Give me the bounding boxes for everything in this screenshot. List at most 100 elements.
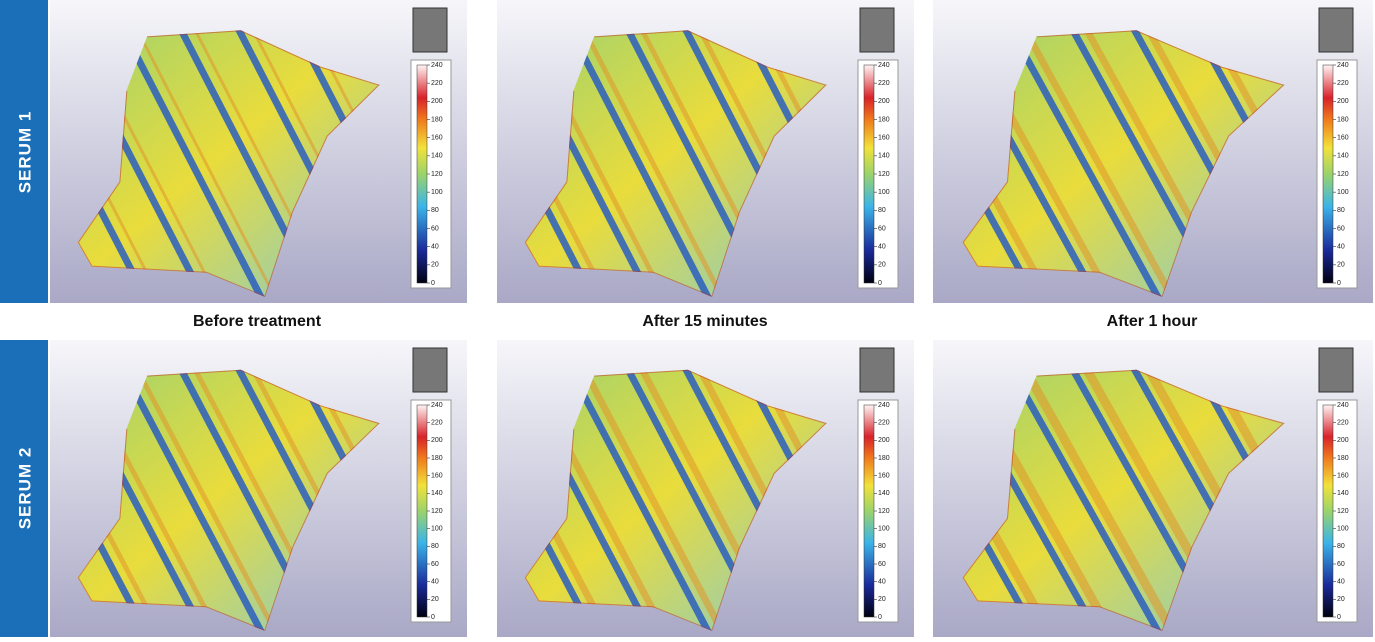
colorbar — [1322, 404, 1334, 618]
colorbar-label: 100 — [431, 189, 443, 196]
furrow — [524, 30, 599, 297]
ridge — [566, 30, 728, 297]
colorbar-label: 0 — [1337, 614, 1341, 621]
colorbar-label: 180 — [878, 455, 890, 462]
panel: 0 20 40 60 80 100 120 140 160 180 200 220 240 — [933, 0, 1373, 303]
colorbar-label: 160 — [431, 135, 443, 142]
colorbar-label: 180 — [431, 116, 443, 123]
colorbar — [863, 404, 875, 618]
colorbar-label: 60 — [878, 561, 886, 568]
furrow — [77, 30, 152, 297]
colorbar-label: 180 — [878, 116, 890, 123]
colorbar-label: 0 — [431, 614, 435, 621]
colorbar-label: 160 — [1337, 473, 1349, 480]
colorbar-label: 140 — [1337, 490, 1349, 497]
colorbar-label: 20 — [878, 262, 886, 269]
furrow — [962, 30, 1103, 297]
colorbar-label: 140 — [431, 490, 443, 497]
colorbar-label: 160 — [878, 473, 890, 480]
colorbar-label: 220 — [1337, 80, 1349, 87]
colorbar-label: 120 — [431, 508, 443, 515]
ridge — [1004, 369, 1180, 632]
row-label: SERUM 2 — [15, 447, 34, 530]
colorbar-label: 140 — [431, 153, 443, 160]
colorbar-label: 40 — [1337, 579, 1345, 586]
furrow — [962, 369, 1103, 632]
furrow — [77, 369, 152, 632]
colorbar-label: 220 — [431, 80, 443, 87]
colorbar-label: 40 — [878, 579, 886, 586]
colorbar-label: 20 — [431, 262, 439, 269]
panel: 0 20 40 60 80 100 120 140 160 180 200 220 240 — [50, 340, 467, 637]
colorbar-label: 200 — [878, 437, 890, 444]
colorbar-label: 80 — [1337, 543, 1345, 550]
colorbar — [416, 64, 428, 284]
caption: Before treatment — [193, 313, 322, 330]
caption: After 15 minutes — [642, 313, 767, 330]
colorbar-label: 20 — [878, 596, 886, 603]
colorbar-label: 160 — [431, 473, 443, 480]
panel: 0 20 40 60 80 100 120 140 160 180 200 220 240 — [497, 340, 914, 637]
furrow — [524, 369, 599, 632]
thumbnail — [1318, 347, 1354, 393]
colorbar-label: 40 — [878, 244, 886, 251]
colorbar-label: 100 — [1337, 526, 1349, 533]
colorbar-label: 120 — [878, 171, 890, 178]
colorbar-label: 220 — [878, 420, 890, 427]
colorbar-label: 20 — [431, 596, 439, 603]
colorbar-label: 80 — [1337, 207, 1345, 214]
side-bar — [0, 340, 48, 637]
colorbar-label: 20 — [1337, 262, 1345, 269]
colorbar-label: 160 — [1337, 135, 1349, 142]
colorbar-label: 120 — [878, 508, 890, 515]
colorbar-label: 0 — [878, 614, 882, 621]
colorbar-label: 240 — [1337, 62, 1349, 69]
colorbar-label: 180 — [1337, 116, 1349, 123]
colorbar-label: 140 — [1337, 153, 1349, 160]
ridge — [1005, 30, 1179, 297]
thumbnail — [412, 7, 448, 53]
caption: After 1 hour — [1107, 313, 1198, 330]
ridge — [565, 369, 729, 632]
colorbar-label: 80 — [878, 543, 886, 550]
furrow — [77, 369, 210, 632]
thumbnail — [412, 347, 448, 393]
edge — [962, 30, 1285, 297]
panel: 0 20 40 60 80 100 120 140 160 180 200 220 240 — [497, 0, 914, 303]
colorbar-label: 200 — [878, 98, 890, 105]
panel: 0 20 40 60 80 100 120 140 160 180 200 220 240 — [933, 340, 1373, 637]
colorbar-label: 80 — [431, 543, 439, 550]
colorbar-label: 60 — [1337, 561, 1345, 568]
colorbar-label: 40 — [1337, 244, 1345, 251]
colorbar-label: 120 — [1337, 508, 1349, 515]
colorbar-label: 120 — [431, 171, 443, 178]
colorbar-label: 0 — [878, 280, 882, 287]
thumbnail — [859, 7, 895, 53]
ridge — [120, 30, 280, 297]
colorbar-label: 80 — [431, 207, 439, 214]
colorbar-label: 0 — [1337, 280, 1341, 287]
colorbar — [416, 404, 428, 618]
side-bar — [0, 0, 48, 303]
thumbnail — [1318, 7, 1354, 53]
colorbar-label: 100 — [431, 526, 443, 533]
furrow — [962, 30, 1041, 297]
colorbar-label: 240 — [1337, 402, 1349, 409]
furrow — [524, 369, 657, 632]
row-label: SERUM 1 — [15, 111, 34, 194]
furrow — [524, 30, 657, 297]
furrow — [962, 369, 1041, 632]
colorbar-label: 200 — [431, 98, 443, 105]
colorbar-label: 120 — [1337, 171, 1349, 178]
colorbar-label: 100 — [1337, 189, 1349, 196]
colorbar-label: 240 — [431, 402, 443, 409]
thumbnail — [859, 347, 895, 393]
colorbar-label: 220 — [878, 80, 890, 87]
panel: 0 20 40 60 80 100 120 140 160 180 200 220 240 — [50, 0, 467, 303]
colorbar-label: 40 — [431, 579, 439, 586]
colorbar-label: 140 — [878, 153, 890, 160]
colorbar-label: 60 — [431, 561, 439, 568]
furrow — [77, 30, 210, 297]
colorbar-label: 40 — [431, 244, 439, 251]
